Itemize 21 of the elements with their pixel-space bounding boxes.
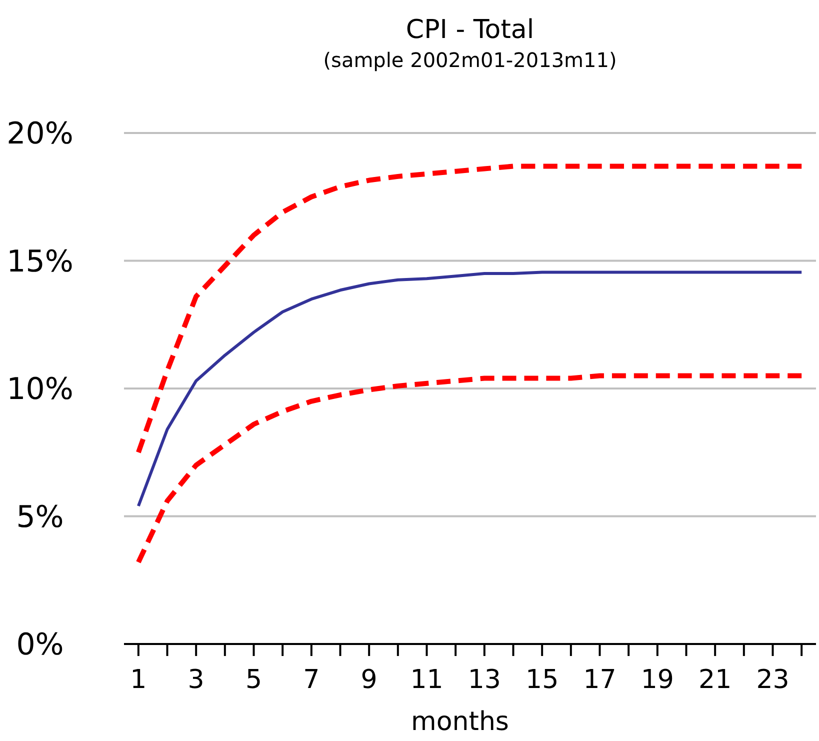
x-tick-label: 3 [188,665,204,696]
line-series [136,270,804,508]
x-tick-label: 15 [526,665,559,696]
x-tick-label: 19 [640,665,674,696]
x-tick-label: 17 [583,665,616,696]
x-tick-label: 1 [130,665,147,696]
x-tick-label: 5 [245,665,262,696]
x-tick-label: 11 [410,665,444,696]
y-tick-label: 10% [6,372,74,407]
y-tick-label: 15% [6,244,74,280]
y-tick-label: 5% [16,500,64,535]
y-tick-label: 20% [6,116,74,152]
x-tick-label: 13 [468,665,501,696]
y-tick-label: 0% [16,628,64,662]
x-axis-title: months [411,707,509,737]
chart-subtitle: (sample 2002m01-2013m11) [323,48,617,72]
x-tick-label: 7 [303,665,320,696]
x-tick-label: 23 [756,665,790,696]
chart-title: CPI - Total [406,15,534,45]
x-tick-label: 21 [698,665,732,696]
x-tick-label: 9 [360,665,378,696]
